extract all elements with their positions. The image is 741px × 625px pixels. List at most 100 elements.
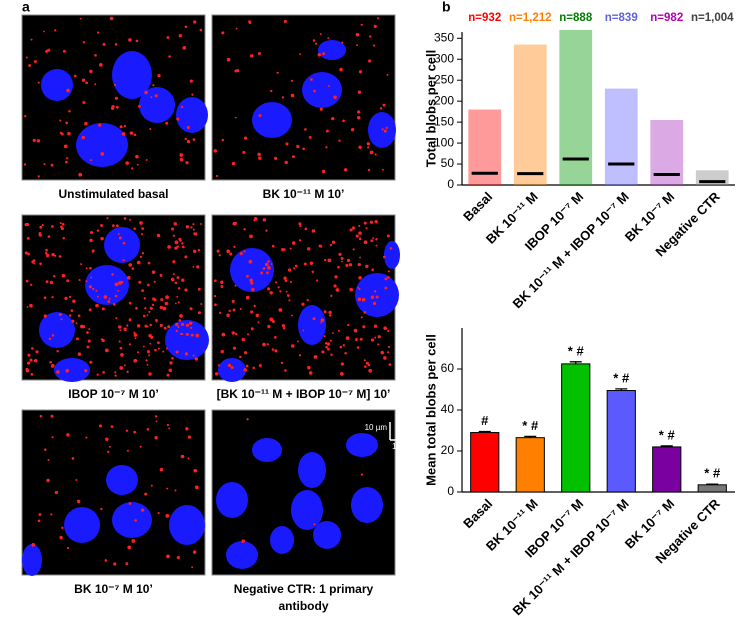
panel-label: a — [22, 0, 30, 15]
n-label: n=932 — [468, 12, 501, 24]
blob — [326, 342, 331, 346]
blob — [220, 280, 224, 284]
blob — [232, 308, 236, 312]
blob — [66, 279, 70, 283]
blob — [281, 96, 285, 99]
nucleus — [218, 358, 246, 382]
blob — [99, 63, 103, 67]
blob — [319, 107, 323, 111]
blob — [303, 262, 307, 266]
nucleus — [54, 358, 90, 382]
nucleus — [230, 248, 274, 292]
blob — [43, 314, 47, 318]
blob — [78, 278, 81, 282]
blob — [329, 339, 332, 342]
blob — [267, 266, 271, 270]
nucleus — [41, 69, 73, 101]
blob — [184, 288, 188, 292]
blob — [189, 321, 193, 326]
blob — [45, 280, 49, 284]
blob — [230, 366, 234, 370]
blob — [239, 251, 243, 256]
blob — [311, 270, 315, 274]
blob — [75, 478, 78, 481]
blob — [125, 161, 130, 165]
blob — [283, 19, 287, 24]
blob — [359, 256, 361, 259]
blob — [169, 361, 173, 365]
blob — [30, 283, 33, 286]
blob — [128, 343, 131, 346]
blob — [54, 254, 57, 257]
blob — [123, 124, 127, 128]
blob — [144, 492, 148, 496]
blob — [109, 16, 114, 21]
blob — [214, 279, 217, 283]
blob — [293, 267, 296, 270]
blob — [229, 252, 233, 256]
blob — [131, 539, 136, 543]
bar — [470, 432, 500, 493]
blob — [319, 32, 322, 35]
blob — [192, 354, 195, 357]
blob — [387, 276, 390, 279]
blob — [325, 146, 328, 149]
blob — [197, 311, 201, 315]
blob — [273, 336, 277, 339]
blob — [243, 351, 248, 355]
blob — [111, 273, 114, 276]
blob — [234, 116, 237, 119]
blob — [214, 303, 217, 307]
blob — [266, 271, 269, 275]
blob — [226, 57, 231, 62]
blob — [81, 135, 85, 140]
blob — [114, 43, 118, 46]
error-bar — [615, 388, 628, 391]
blob — [351, 226, 356, 230]
blob — [370, 338, 375, 342]
blob — [60, 318, 63, 321]
blob — [340, 362, 344, 366]
blob — [288, 299, 291, 302]
blob — [27, 252, 30, 256]
image-caption: [BK 10⁻¹¹ M + IBOP 10⁻⁷ M] 10’ — [217, 387, 391, 401]
error-bar — [706, 483, 719, 485]
blob — [200, 222, 203, 225]
blob — [387, 330, 390, 333]
blob — [327, 347, 330, 351]
blob — [221, 31, 225, 35]
blob — [250, 310, 254, 314]
blob — [313, 89, 316, 93]
blob — [221, 332, 226, 337]
blob — [195, 333, 200, 338]
blob — [128, 502, 132, 505]
blob — [194, 357, 199, 361]
blob — [239, 355, 242, 359]
blob — [88, 285, 92, 289]
blob — [177, 287, 181, 290]
blob — [66, 433, 70, 437]
blob — [315, 279, 319, 282]
y-tick-label: 100 — [434, 135, 454, 149]
blob — [365, 264, 369, 269]
blob — [43, 30, 46, 33]
nucleus — [169, 505, 205, 545]
blob — [246, 333, 250, 336]
blob — [281, 324, 286, 328]
blob — [175, 322, 179, 326]
blob — [227, 363, 232, 368]
blob — [191, 566, 194, 569]
blob — [308, 136, 312, 139]
blob — [145, 159, 148, 161]
blob — [187, 435, 192, 439]
blob — [26, 236, 30, 240]
y-tick-label: 150 — [434, 114, 454, 128]
blob — [144, 90, 148, 95]
blob — [367, 146, 370, 149]
blob — [59, 131, 63, 135]
micrograph — [211, 214, 400, 382]
blob — [343, 168, 348, 172]
blob — [374, 219, 378, 224]
blob — [37, 81, 40, 84]
blob — [70, 309, 74, 312]
